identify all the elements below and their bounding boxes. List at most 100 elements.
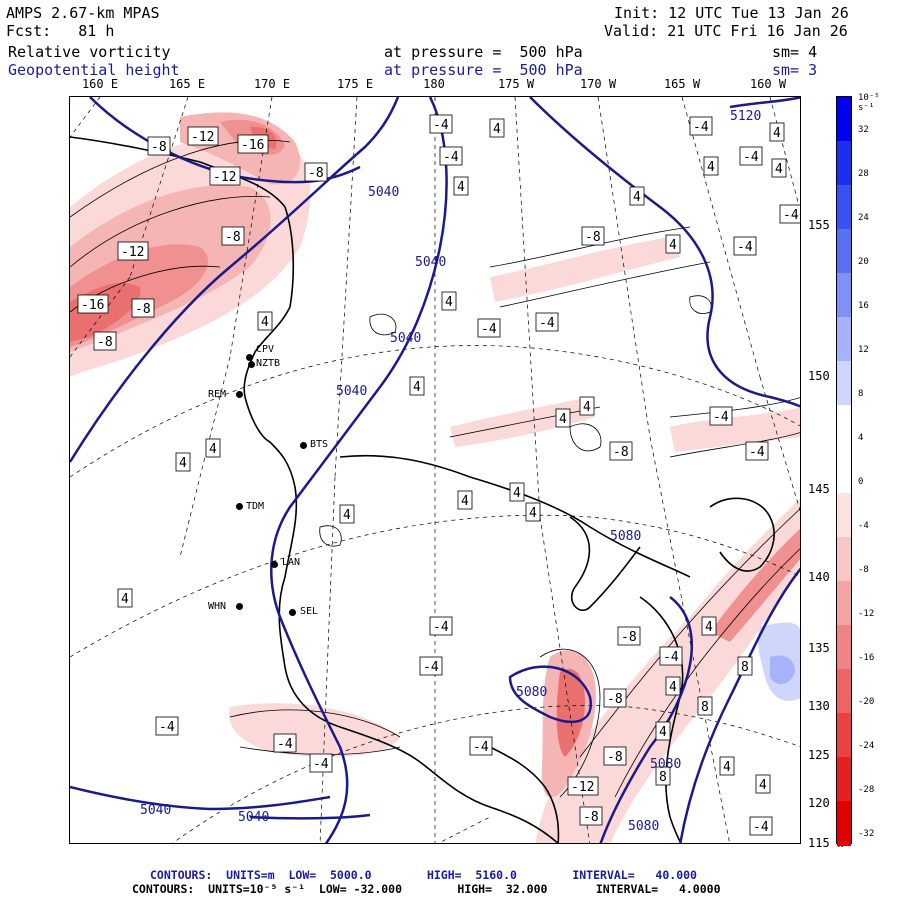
contour-label-box xyxy=(209,166,241,186)
contour-label-box xyxy=(779,204,800,224)
colorbar-segment xyxy=(837,625,851,670)
contour-label-text: 4 xyxy=(705,620,713,635)
forecast-hour: Fcst: 81 h xyxy=(6,22,115,40)
station-marker xyxy=(246,354,253,361)
contour-label-box xyxy=(93,331,117,351)
contour-label-text: -8 xyxy=(583,810,599,825)
contour-label-text: -4 xyxy=(749,445,765,460)
lat-label: 125 W xyxy=(808,748,845,762)
contour-label-box xyxy=(339,504,355,524)
contour-label-text: 4 xyxy=(461,494,469,509)
vorticity-contour-labels: -8-12-16-12 -8-8-12-16 -8-8-4 4-44-4 4-44 44-… xyxy=(77,114,800,836)
contour-label-text: 4 xyxy=(759,778,767,793)
contour-label-text: 4 xyxy=(707,160,715,175)
station-label: TDM xyxy=(246,501,265,512)
colorbar-segment xyxy=(837,537,851,582)
footer-height-contours: CONTOURS: UNITS=m LOW= 5000.0 HIGH= 5160… xyxy=(150,868,697,882)
contour-label-box xyxy=(131,298,155,318)
station-marker xyxy=(271,561,278,568)
contour-label-box xyxy=(771,158,787,178)
contour-label-box xyxy=(457,490,473,510)
colorbar-level-label: -20 xyxy=(858,697,875,707)
contour-label-box xyxy=(655,766,671,786)
map-svg: -8-12-16-12 -8-8-12-16 -8-8-4 4-44-4 4-44 44-… xyxy=(70,97,800,843)
contour-label-text: 4 xyxy=(583,400,591,415)
lat-label: 150 W xyxy=(808,369,845,383)
station-label: LAN xyxy=(282,557,301,568)
colorbar-level-label: 28 xyxy=(858,169,869,179)
colorbar-level-label: 12 xyxy=(858,345,869,355)
lon-label: 175 W xyxy=(497,77,535,91)
contour-label-box xyxy=(441,291,457,311)
colorbar-level-label: 32 xyxy=(858,125,869,135)
contour-label-text: -4 xyxy=(693,120,709,135)
contour-label-text: -8 xyxy=(607,750,623,765)
contour-label-box xyxy=(701,616,717,636)
contour-label-box xyxy=(739,146,763,166)
station-label: REM xyxy=(208,389,227,400)
contour-label-box xyxy=(419,656,443,676)
station-marker xyxy=(289,609,296,616)
contour-label-box xyxy=(221,226,245,246)
contour-label-text: -8 xyxy=(607,692,623,707)
contour-label-text: -4 xyxy=(313,757,329,772)
contour-label-text: -4 xyxy=(443,150,459,165)
lat-label: 140 W xyxy=(808,570,845,584)
contour-label-text: 4 xyxy=(121,592,129,607)
contour-label-text: 4 xyxy=(659,725,667,740)
contour-label-text: -12 xyxy=(121,245,144,260)
contour-label-text: -16 xyxy=(81,298,104,313)
contour-label-box xyxy=(117,241,149,261)
colorbar-segment xyxy=(837,317,851,362)
station-label: BTS xyxy=(310,439,329,450)
field2-name: Geopotential height xyxy=(8,61,180,79)
contour-label-text: -8 xyxy=(151,140,167,155)
height-contour-label: 5040 xyxy=(140,803,172,818)
colorbar-segment xyxy=(837,801,851,846)
contour-label-text: -12 xyxy=(571,780,594,795)
contour-label-text: -4 xyxy=(433,620,449,635)
field1-name: Relative vorticity xyxy=(8,43,171,61)
contour-label-box xyxy=(665,234,681,254)
station-label: WHN xyxy=(208,601,227,612)
contour-label-box xyxy=(535,312,559,332)
contour-label-text: -4 xyxy=(277,737,293,752)
contour-label-text: -4 xyxy=(159,720,175,735)
contour-label-text: 4 xyxy=(493,122,501,137)
contour-label-text: 4 xyxy=(209,442,217,457)
map-panel: -8 -12 -16 -12 -8 -8 -12 -16 -8 -8 -4 4 -4 4 -4 4 -4 4 4 4-… xyxy=(69,96,801,844)
contour-label-box xyxy=(629,186,645,206)
contour-label-text: 8 xyxy=(659,770,667,785)
contour-label-text: 4 xyxy=(669,238,677,253)
contour-label-text: -4 xyxy=(663,650,679,665)
lon-label: 180 xyxy=(423,77,445,91)
colorbar-level-label: 8 xyxy=(858,389,864,399)
colorbar-level-label: -16 xyxy=(858,653,875,663)
contour-label-box xyxy=(617,626,641,646)
contour-label-box xyxy=(453,176,469,196)
contour-label-text: -4 xyxy=(473,740,489,755)
contour-label-text: 4 xyxy=(343,508,351,523)
contour-label-text: 4 xyxy=(633,190,641,205)
height-contour-label: 5040 xyxy=(368,185,400,200)
contour-label-box xyxy=(304,162,328,182)
station-marker xyxy=(300,442,307,449)
contour-label-text: 4 xyxy=(445,295,453,310)
height-contour-label: 5080 xyxy=(610,529,642,544)
lat-label: 130 W xyxy=(808,699,845,713)
contour-label-box xyxy=(489,118,505,138)
colorbar-segment xyxy=(837,449,851,494)
contour-label-text: -12 xyxy=(191,130,214,145)
contour-label-text: -8 xyxy=(585,230,601,245)
contour-label-box xyxy=(187,126,219,146)
lon-label: 165 W xyxy=(663,77,701,91)
station-marker xyxy=(236,603,243,610)
contour-label-box xyxy=(737,656,753,676)
contour-label-box xyxy=(439,146,463,166)
contour-label-box xyxy=(603,688,627,708)
lon-label: 170 W xyxy=(579,77,617,91)
colorbar-segment xyxy=(837,713,851,758)
colorbar-segment xyxy=(837,581,851,626)
contour-label-box xyxy=(509,482,525,502)
footer-vorticity-contours: CONTOURS: UNITS=10⁻⁵ s⁻¹ LOW= -32.000 HI… xyxy=(132,882,721,896)
